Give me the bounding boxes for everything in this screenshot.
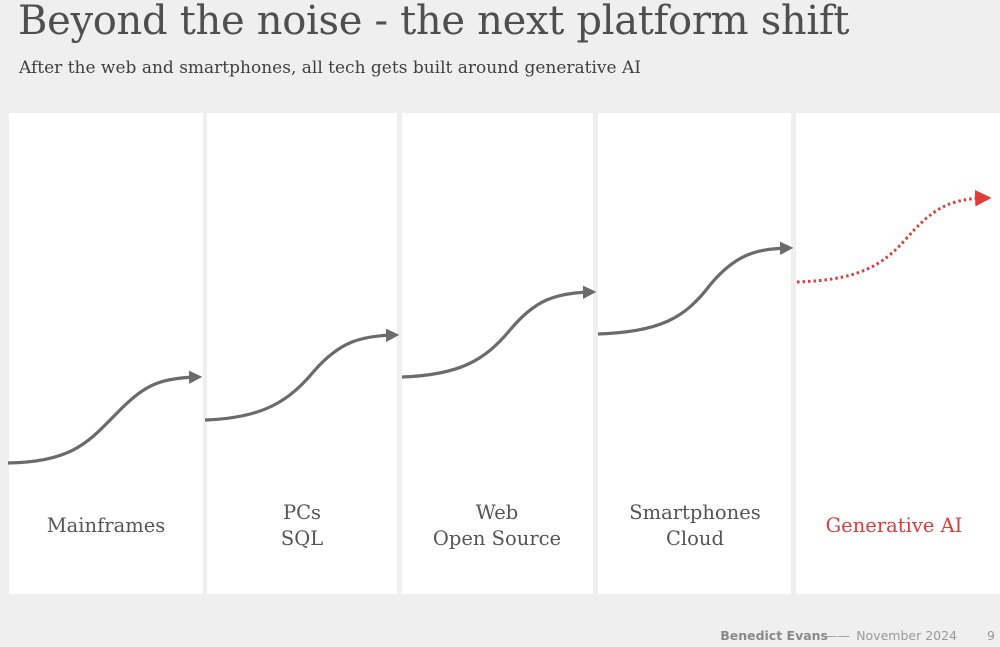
s-curve-arrow-web	[401, 285, 597, 379]
footer-separator: ——	[825, 628, 850, 643]
s-curve-arrow-generative-ai	[796, 190, 992, 284]
era-panel-pcs	[207, 113, 397, 594]
era-label-generative-ai: Generative AI	[825, 514, 963, 537]
slide-footer: Benedict Evans —— November 2024 9	[0, 628, 1000, 646]
era-label-mainframes: Mainframes	[46, 514, 166, 537]
era-label-web-open-source: Web Open Source	[432, 501, 562, 550]
footer-date: November 2024	[856, 628, 957, 643]
s-curve-arrow-mainframes	[7, 370, 203, 465]
slide-subtitle: After the web and smartphones, all tech …	[19, 58, 641, 78]
slide-title: Beyond the noise - the next platform shi…	[18, 0, 850, 44]
footer-author: Benedict Evans	[720, 628, 828, 643]
s-curve-arrow-pcs	[204, 328, 400, 422]
era-panel-smartphones	[598, 113, 791, 594]
era-label-pcs-sql: PCs SQL	[280, 501, 324, 550]
era-panel-web	[402, 113, 593, 594]
page-number: 9	[987, 628, 995, 643]
era-label-smartphones-cloud: Smartphones Cloud	[629, 501, 761, 550]
s-curve-arrow-smartphones	[597, 241, 794, 336]
era-panel-generative-ai	[796, 113, 1000, 594]
era-panel-mainframes	[9, 113, 203, 594]
